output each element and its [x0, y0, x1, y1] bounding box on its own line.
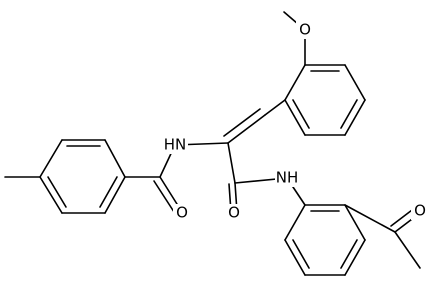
atom-label: O: [176, 204, 188, 222]
atom-label: O: [299, 21, 311, 39]
atom-label: NH: [276, 169, 299, 187]
atom-label: O: [414, 202, 426, 220]
atom-labels: O HN O O NH O: [163, 21, 429, 222]
atom-label: HN: [164, 136, 187, 154]
atom-label: O: [228, 204, 240, 222]
bonds: [4, 11, 421, 276]
